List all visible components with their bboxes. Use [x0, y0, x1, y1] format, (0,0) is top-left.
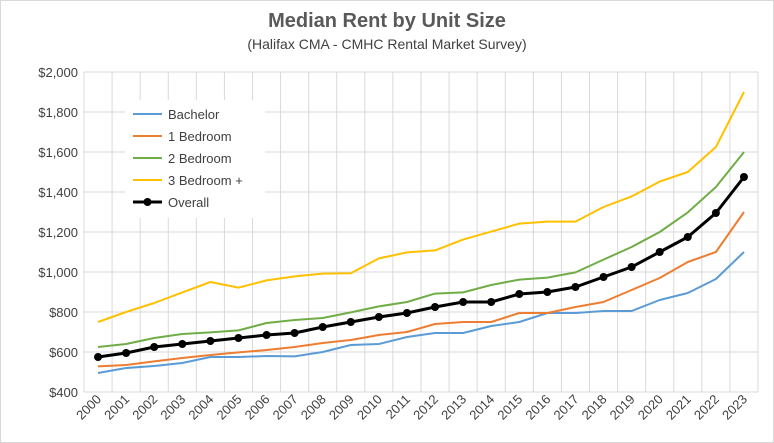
legend: Bachelor 1 Bedroom 2 Bedroom 3 Bedroom + Ove… — [125, 100, 265, 218]
y-tick-label: $400 — [49, 385, 78, 400]
x-tick-label: 2001 — [101, 392, 132, 423]
y-tick-label: $600 — [49, 345, 78, 360]
data-point — [627, 263, 636, 271]
series-line-1-bedroom — [97, 211, 745, 368]
data-point — [94, 353, 103, 361]
y-tick-label: $1,200 — [38, 225, 78, 240]
data-point — [346, 318, 355, 326]
series-line-bachelor — [97, 251, 745, 374]
x-tick-label: 2012 — [410, 392, 441, 423]
chart-subtitle: (Halifax CMA - CMHC Rental Market Survey… — [247, 36, 527, 52]
x-tick-label: 2023 — [719, 392, 750, 423]
y-tick-label: $1,400 — [38, 185, 78, 200]
legend-label: Overall — [168, 195, 209, 210]
data-point — [543, 288, 552, 296]
x-tick-label: 2010 — [354, 392, 385, 423]
data-point — [515, 290, 524, 298]
y-axis-ticks: $400 $600 $800 $1,000 $1,200 $1,400 $1,600 $1,8… — [38, 65, 78, 400]
data-point — [262, 331, 271, 339]
x-tick-label: 2002 — [129, 392, 160, 423]
x-tick-label: 2007 — [270, 392, 301, 423]
data-point — [318, 323, 327, 331]
x-tick-label: 2021 — [663, 392, 694, 423]
data-point — [599, 273, 608, 281]
legend-label: 2 Bedroom — [168, 151, 232, 166]
x-tick-label: 2014 — [466, 392, 497, 423]
data-point — [739, 173, 748, 181]
data-point — [711, 209, 720, 217]
x-tick-label: 2003 — [157, 392, 188, 423]
x-tick-label: 2008 — [298, 392, 329, 423]
data-point — [487, 298, 496, 306]
data-point — [234, 334, 243, 342]
series-line-3-bedroom — [97, 91, 745, 323]
x-tick-label: 2011 — [383, 392, 413, 422]
x-tick-label: 2016 — [522, 392, 553, 423]
x-tick-label: 2018 — [579, 392, 610, 423]
legend-label: 3 Bedroom + — [168, 173, 243, 188]
data-point — [178, 340, 187, 348]
data-point — [290, 329, 299, 337]
data-point — [431, 303, 440, 311]
x-tick-label: 2004 — [185, 392, 216, 423]
y-tick-label: $1,800 — [38, 105, 78, 120]
x-tick-label: 2015 — [494, 392, 525, 423]
data-point — [402, 309, 411, 317]
y-tick-label: $1,000 — [38, 265, 78, 280]
data-point — [571, 283, 580, 291]
data-point — [374, 313, 383, 321]
data-point — [459, 298, 468, 306]
data-point — [150, 343, 159, 351]
x-tick-label: 2019 — [607, 392, 638, 423]
x-tick-label: 2022 — [691, 392, 722, 423]
x-tick-label: 2017 — [551, 392, 582, 423]
series-line-overall — [97, 176, 746, 359]
y-tick-label: $2,000 — [38, 65, 78, 80]
data-point — [206, 337, 215, 345]
legend-label: Bachelor — [168, 107, 220, 122]
x-tick-label: 2009 — [326, 392, 357, 423]
series-lines — [94, 91, 748, 374]
x-tick-label: 2013 — [438, 392, 469, 423]
y-tick-label: $800 — [49, 305, 78, 320]
x-tick-label: 2006 — [242, 392, 273, 423]
x-tick-label: 2020 — [635, 392, 666, 423]
x-tick-label: 2005 — [214, 392, 245, 423]
legend-label: 1 Bedroom — [168, 129, 232, 144]
data-point — [683, 233, 692, 241]
series-line-2-bedroom — [97, 151, 745, 348]
data-point — [122, 349, 131, 357]
x-axis-ticks: 2000200120022003200420052006200720082009… — [73, 392, 750, 423]
y-tick-label: $1,600 — [38, 145, 78, 160]
chart-title: Median Rent by Unit Size — [268, 10, 506, 32]
legend-marker — [143, 198, 152, 206]
data-point — [655, 248, 664, 256]
